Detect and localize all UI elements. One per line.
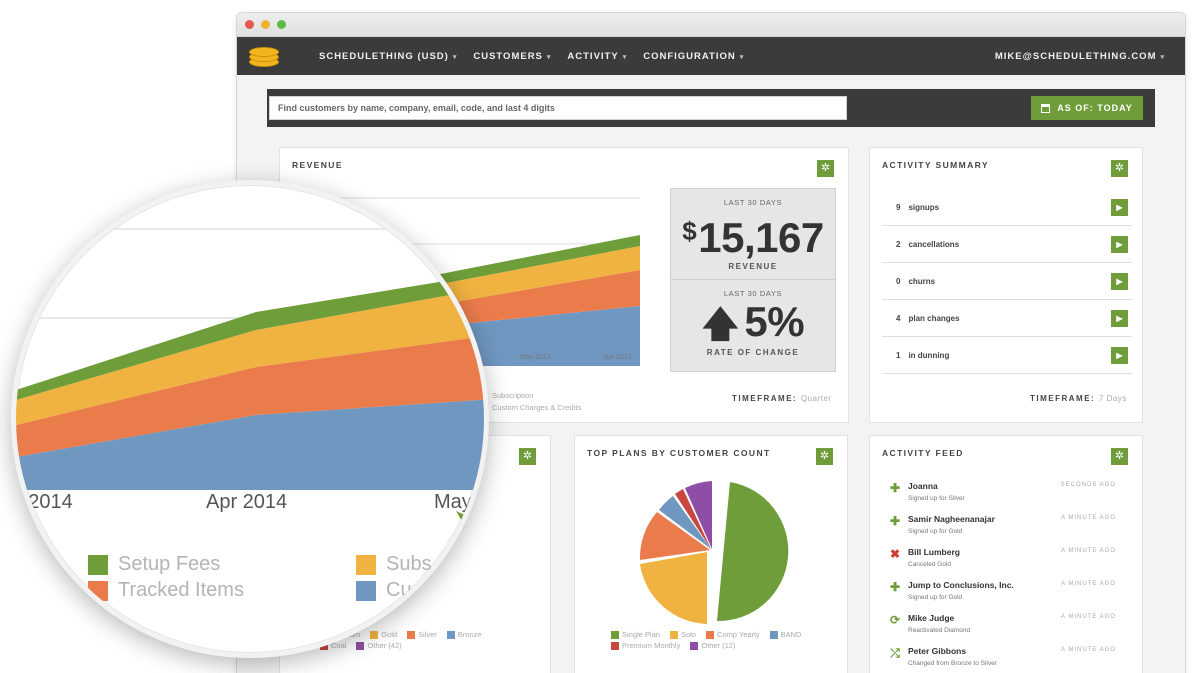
activity-row-in-dunning[interactable]: 1 in dunning ▶ xyxy=(882,337,1132,374)
activity-row-cancellations[interactable]: 2 cancellations ▶ xyxy=(882,226,1132,263)
activity-summary-settings-gear-icon[interactable]: ✲ xyxy=(1111,160,1128,177)
feed-item[interactable]: ✖ Bill Lumberg Canceled Gold A MINUTE AG… xyxy=(889,547,1116,568)
feed-item[interactable]: ✚ Jump to Conclusions, Inc. Signed up fo… xyxy=(889,580,1116,601)
top-plans-title: TOP PLANS BY CUSTOMER COUNT xyxy=(587,448,771,458)
activity-summary-timeframe[interactable]: TIMEFRAME: 7 Days xyxy=(1030,394,1127,403)
activity-feed-title: ACTIVITY FEED xyxy=(882,448,964,458)
activity-summary-panel: ACTIVITY SUMMARY ✲ 9 signups ▶ 2 cancellati… xyxy=(869,147,1143,423)
magnified-legend-setup-fees: Setup Fees xyxy=(88,553,220,576)
legend-item: Solo xyxy=(669,630,696,639)
calendar-icon xyxy=(1041,103,1051,113)
legend-item: Silver xyxy=(407,630,437,639)
feed-item[interactable]: ✚ Samir Nagheenanajar Signed up for Gold… xyxy=(889,514,1116,535)
chevron-down-icon: ▾ xyxy=(739,53,745,61)
revenue-total-stat: LAST 30 DAYS $15,167 REVENUE xyxy=(671,189,835,280)
chevron-down-icon: ▾ xyxy=(1160,53,1165,61)
play-arrow-icon[interactable]: ▶ xyxy=(1111,346,1128,364)
top-plans-legend: Single Plan Solo Comp Yearly BAND Premiu… xyxy=(611,630,821,650)
revenue-stat-box: LAST 30 DAYS $15,167 REVENUE LAST 30 DAY… xyxy=(670,188,836,372)
activity-summary-title: ACTIVITY SUMMARY xyxy=(882,160,989,170)
rate-of-change-value: 🡅 5% xyxy=(701,298,805,345)
feed-item[interactable]: ⤮ Peter Gibbons Changed from Bronze to S… xyxy=(888,645,1128,673)
magnified-legend-tracked-items: Tracked Items xyxy=(88,579,244,602)
customer-search-input[interactable]: Find customers by name, company, email, … xyxy=(269,96,847,120)
browser-titlebar xyxy=(237,13,1185,37)
minimize-window-dot[interactable] xyxy=(261,20,270,29)
nav-customers[interactable]: CUSTOMERS ▾ xyxy=(473,50,552,62)
legend-item-subscription: Subscription xyxy=(492,391,534,400)
zoom-window-dot[interactable] xyxy=(277,20,286,29)
play-arrow-icon[interactable]: ▶ xyxy=(1111,235,1128,253)
plus-icon: ✚ xyxy=(889,514,901,528)
legend-item: Other (42) xyxy=(356,641,402,650)
legend-item-custom-charges: Custom Charges & Credits xyxy=(492,403,582,412)
legend-item: BAND xyxy=(769,630,801,639)
nav-configuration[interactable]: CONFIGURATION ▾ xyxy=(643,50,745,62)
activity-feed-settings-gear-icon[interactable]: ✲ xyxy=(1111,448,1128,465)
magnified-x-tick: May xyxy=(434,491,472,513)
chevron-down-icon: ▾ xyxy=(622,53,628,61)
coins-logo-icon[interactable] xyxy=(249,45,279,67)
legend-item: Premium Monthly xyxy=(611,641,680,650)
magnified-legend-subscription: Subs xyxy=(356,553,432,576)
activity-row-signups[interactable]: 9 signups ▶ xyxy=(882,189,1132,226)
revenue-value: $15,167 xyxy=(682,214,824,261)
close-window-dot[interactable] xyxy=(245,20,254,29)
legend-item: Single Plan xyxy=(611,630,660,639)
legend-item: Gold xyxy=(370,630,397,639)
magnified-revenue-chart xyxy=(16,228,484,624)
chevron-down-icon: ▾ xyxy=(452,53,458,61)
magnifier-lens: r 2014 Apr 2014 May Setup Fees Tracked I… xyxy=(11,180,489,658)
magnified-x-tick: Apr 2014 xyxy=(206,491,288,513)
arrow-up-icon: 🡅 xyxy=(701,303,739,344)
play-arrow-icon[interactable]: ▶ xyxy=(1111,272,1128,290)
shuffle-icon: ⤮ xyxy=(890,646,900,660)
x-tick-label: May 2014 xyxy=(520,354,551,361)
magnified-x-tick: r 2014 xyxy=(16,491,73,513)
feed-item[interactable]: ✚ Joanna Signed up for Silver SECONDS AG… xyxy=(889,481,1116,502)
activity-row-churns[interactable]: 0 churns ▶ xyxy=(882,263,1132,300)
x-tick-label: Jun 2014 xyxy=(603,354,632,361)
top-plans-pie-chart xyxy=(639,481,789,624)
feed-item[interactable]: ⟳ Mike Judge Reactivated Diamond A MINUT… xyxy=(889,613,1116,634)
activity-feed-panel: ACTIVITY FEED ✲ ✚ Joanna Signed up for S… xyxy=(869,435,1143,673)
revenue-legend-small: Subscription Custom Charges & Credits xyxy=(492,391,581,412)
top-plans-panel: TOP PLANS BY CUSTOMER COUNT ✲ Single Pla… xyxy=(574,435,848,673)
legend-item: Comp Yearly xyxy=(705,630,760,639)
top-navbar: SCHEDULETHING (USD) ▾ CUSTOMERS ▾ ACTIVITY… xyxy=(237,37,1185,75)
play-arrow-icon[interactable]: ▶ xyxy=(1111,309,1128,327)
revenue-timeframe[interactable]: TIMEFRAME: Quarter xyxy=(732,394,832,403)
nav-account-menu[interactable]: SCHEDULETHING (USD) ▾ xyxy=(319,50,458,62)
legend-item: Bronze xyxy=(446,630,482,639)
revenue-settings-gear-icon[interactable]: ✲ xyxy=(817,160,834,177)
nav-activity[interactable]: ACTIVITY ▾ xyxy=(567,50,628,62)
rate-of-change-stat: LAST 30 DAYS 🡅 5% RATE OF CHANGE xyxy=(671,280,835,371)
plus-icon: ✚ xyxy=(889,481,901,495)
cross-icon: ✖ xyxy=(889,547,901,561)
revenue-title: REVENUE xyxy=(292,160,343,170)
as-of-date-button[interactable]: AS OF: TODAY xyxy=(1031,96,1143,120)
activity-row-plan-changes[interactable]: 4 plan changes ▶ xyxy=(882,300,1132,337)
plan-pie-settings-gear-icon[interactable]: ✲ xyxy=(519,448,536,465)
plus-icon: ✚ xyxy=(889,580,901,594)
top-plans-settings-gear-icon[interactable]: ✲ xyxy=(816,448,833,465)
search-strip: Find customers by name, company, email, … xyxy=(267,89,1155,127)
nav-user-menu[interactable]: MIKE@SCHEDULETHING.COM ▾ xyxy=(994,50,1165,62)
refresh-icon: ⟳ xyxy=(889,613,901,627)
chevron-down-icon: ▾ xyxy=(546,53,552,61)
legend-item: Other (12) xyxy=(690,641,736,650)
magnified-legend-custom: Cu xyxy=(356,579,412,602)
play-arrow-icon[interactable]: ▶ xyxy=(1111,198,1128,216)
